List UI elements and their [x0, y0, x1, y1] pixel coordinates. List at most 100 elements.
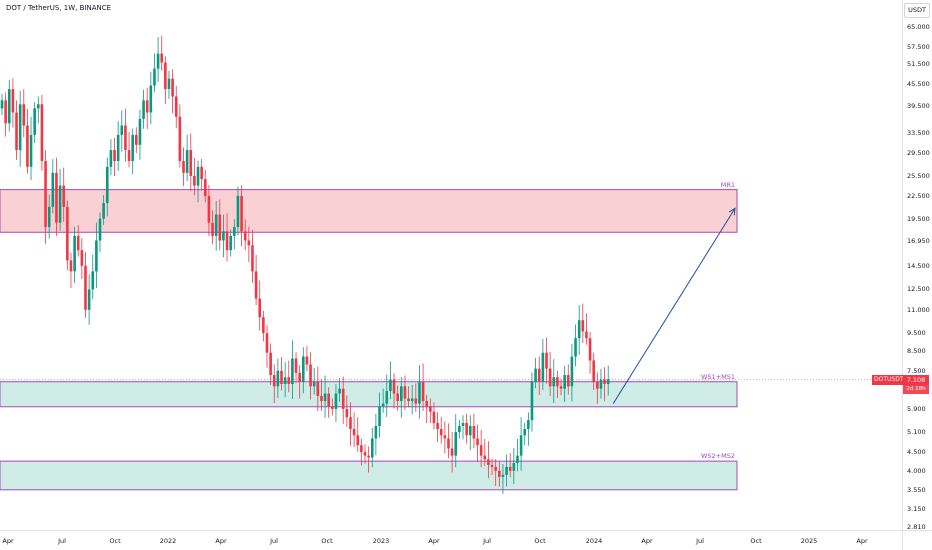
candle-body — [429, 406, 432, 412]
candle-body — [596, 381, 599, 389]
zone-resistance-0 — [0, 189, 738, 233]
time-axis-border — [0, 530, 932, 531]
time-tick-label: Jul — [696, 537, 704, 545]
candle-body — [501, 474, 505, 477]
candle-body — [265, 333, 269, 353]
candle-body — [385, 391, 389, 404]
price-tick-label: 7.500 — [907, 366, 926, 375]
candle-body — [498, 470, 501, 477]
chart-area[interactable] — [0, 0, 902, 530]
candle-body — [512, 463, 516, 471]
time-tick-label: Apr — [641, 537, 653, 545]
candle-body — [490, 464, 494, 467]
candle-body — [331, 406, 334, 409]
candle-body — [312, 381, 316, 387]
candle-body — [327, 393, 330, 407]
candle-body — [15, 112, 18, 151]
candle-body — [185, 150, 189, 173]
projection-arrow — [612, 208, 736, 404]
candle-body — [200, 166, 203, 180]
candle-body — [80, 250, 84, 266]
candle-body — [487, 459, 490, 465]
candle-body — [7, 89, 11, 124]
time-tick-label: Jul — [483, 537, 491, 545]
candle-body — [116, 134, 120, 162]
last-price-label: 7.108 — [903, 375, 929, 385]
candle-body — [109, 150, 113, 167]
candle-body — [214, 214, 218, 236]
time-tick-label: Apr — [856, 537, 868, 545]
candle-body — [272, 375, 276, 387]
candle-body — [400, 386, 403, 402]
time-tick-label: Jul — [270, 537, 278, 545]
candle-body — [421, 381, 425, 402]
candle-body — [283, 377, 287, 385]
candle-body — [207, 195, 211, 223]
time-tick-label: Apr — [2, 537, 14, 545]
candle-body — [334, 393, 338, 409]
candle-body — [280, 370, 283, 385]
candle-body — [58, 185, 62, 223]
candle-body — [262, 317, 265, 334]
price-tick-label: 4.500 — [907, 448, 926, 457]
candle-body — [603, 379, 606, 385]
price-tick-label: 8.500 — [907, 346, 926, 355]
price-tick-label: 14.500 — [907, 261, 930, 270]
candle-body — [432, 411, 436, 424]
candle-body — [425, 401, 429, 407]
candle-body — [51, 172, 55, 207]
candle-body — [345, 408, 349, 418]
currency-button[interactable]: USDT — [904, 3, 930, 18]
candle-body — [222, 231, 225, 241]
candle-body — [196, 166, 200, 186]
candle-body — [570, 356, 574, 387]
candle-body — [66, 206, 69, 261]
candle-body — [410, 398, 414, 402]
candle-body — [323, 393, 327, 402]
candle-body — [305, 356, 309, 365]
candle-body — [301, 356, 305, 382]
candle-body — [530, 381, 534, 421]
candle-body — [443, 435, 447, 439]
candle-body — [494, 466, 497, 471]
candle-body — [483, 455, 487, 460]
candle-body — [545, 352, 548, 369]
price-tick-label: 39.500 — [907, 102, 930, 111]
candle-body — [505, 466, 508, 475]
time-tick-label: Jul — [58, 537, 66, 545]
candle-body — [458, 426, 461, 433]
time-tick-label: 2022 — [159, 537, 177, 545]
candle-body — [592, 360, 595, 382]
candle-body — [124, 125, 127, 151]
candle-body — [508, 466, 512, 471]
candle-body — [276, 370, 280, 387]
candle-body — [95, 240, 98, 272]
time-tick-label: Oct — [534, 537, 546, 545]
symbol-price-tag: DOTUSDT — [872, 375, 906, 385]
candle-body — [105, 166, 109, 204]
candle-body — [26, 125, 29, 167]
candle-body — [298, 372, 301, 382]
candle-body — [98, 218, 102, 241]
candle-body — [516, 455, 519, 464]
price-tick-label: 29.500 — [907, 148, 930, 157]
candle-body — [338, 388, 341, 394]
candle-body — [389, 379, 392, 392]
candlestick-chart[interactable] — [0, 0, 902, 530]
candle-body — [378, 406, 381, 427]
price-tick-label: 19.500 — [907, 214, 930, 223]
candle-body — [233, 227, 236, 236]
candle-body — [142, 100, 145, 119]
candle-body — [447, 438, 450, 449]
candle-body — [164, 62, 167, 90]
candle-body — [439, 429, 443, 436]
candle-body — [22, 104, 26, 126]
price-tick-label: 16.950 — [907, 236, 930, 245]
candle-body — [243, 231, 247, 241]
candle-body — [527, 420, 530, 430]
candle-body — [309, 364, 312, 387]
candle-body — [131, 134, 134, 162]
candle-body — [47, 206, 51, 228]
zone-label: MR1 — [720, 180, 735, 189]
price-tick-label: 57.500 — [907, 42, 930, 51]
